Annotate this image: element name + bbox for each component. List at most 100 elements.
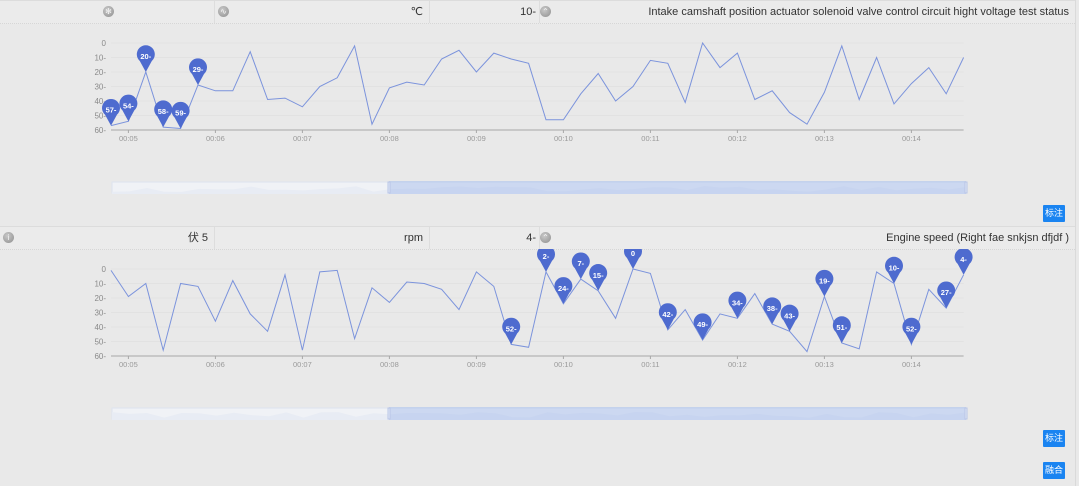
y-tick-label: 20-: [94, 68, 106, 77]
marker-label: 20-: [140, 52, 151, 61]
chevron-up-icon[interactable]: ⌃: [540, 232, 551, 243]
y-tick-label: 10-: [94, 280, 106, 289]
marker-label: 4-: [960, 255, 967, 264]
marker-pin[interactable]: 7-: [571, 252, 590, 280]
x-tick-label: 00:12: [728, 360, 747, 369]
marker-pin[interactable]: 15-: [589, 264, 608, 291]
x-tick-label: 00:09: [467, 134, 486, 143]
marker-pin[interactable]: 20-: [136, 45, 155, 72]
x-tick-label: 00:13: [815, 360, 834, 369]
zoom-slider-window[interactable]: [389, 407, 966, 420]
marker-label: 54-: [123, 101, 134, 110]
panel-2-col-unit: rpm: [215, 227, 430, 249]
marker-pin[interactable]: 51-: [832, 316, 851, 343]
marker-pin[interactable]: 19-: [815, 269, 834, 297]
x-tick-label: 00:06: [206, 134, 225, 143]
marker-pin[interactable]: 2-: [537, 245, 555, 272]
marker-label: 0: [631, 249, 635, 258]
panel-1-col-icon: ✻: [0, 1, 215, 23]
marker-label: 10-: [889, 264, 900, 273]
panel-1-header: ✻ ∿ ℃ 10- ⌃ Intake camshaft position act…: [0, 0, 1075, 24]
x-tick-label: 00:05: [119, 134, 138, 143]
marker-label: 2-: [543, 252, 550, 261]
merge-button[interactable]: 融合: [1043, 462, 1065, 479]
zoom-slider-window[interactable]: [389, 181, 966, 194]
zoom-slider-right-handle[interactable]: [964, 181, 968, 194]
x-tick-label: 00:14: [902, 360, 921, 369]
marker-label: 29-: [193, 65, 204, 74]
line-chart[interactable]: 0 10- 20- 30- 40- 50- 60- 00:05 00:06 00:07 00:08 0…: [0, 242, 1075, 424]
x-tick-label: 00:07: [293, 360, 312, 369]
panel-title: Engine speed (Right fae snkjsn dfjdf ): [886, 232, 1069, 244]
marker-pin[interactable]: 54-: [119, 94, 138, 122]
marker-pin[interactable]: 42-: [658, 303, 677, 330]
y-tick-label: 0: [102, 265, 107, 274]
marker-label: 51-: [836, 323, 847, 332]
x-tick-label: 00:08: [380, 360, 399, 369]
x-tick-label: 00:09: [467, 360, 486, 369]
panel-2-col-icon: i 伏 5: [0, 227, 215, 249]
marker-label: 24-: [558, 284, 569, 293]
y-tick-label: 10-: [94, 54, 106, 63]
marker-label: 52-: [906, 324, 917, 333]
panel-2-header: i 伏 5 rpm 4- ⌃ Engine speed (Right fae s…: [0, 226, 1075, 250]
y-tick-label: 30-: [94, 309, 106, 318]
right-border: [1075, 0, 1076, 486]
value-label: 10-: [520, 6, 536, 18]
marker-pin[interactable]: 29-: [189, 58, 207, 86]
snowflake-icon[interactable]: ✻: [103, 6, 114, 17]
marker-label: 52-: [506, 324, 517, 333]
marker-pin[interactable]: 52-: [502, 317, 521, 345]
value-label: 4-: [526, 232, 536, 244]
annotate-button[interactable]: 标注: [1043, 430, 1065, 447]
panel-title: Intake camshaft position actuator soleno…: [648, 6, 1069, 18]
gauge-icon[interactable]: ∿: [218, 6, 229, 17]
annotate-button[interactable]: 标注: [1043, 205, 1065, 222]
marker-label: 7-: [577, 259, 584, 268]
marker-pin[interactable]: 57-: [102, 98, 121, 126]
zoom-slider-left-handle[interactable]: [387, 407, 391, 420]
x-tick-label: 00:10: [554, 134, 573, 143]
marker-label: 43-: [784, 311, 795, 320]
marker-pin[interactable]: 43-: [780, 304, 799, 332]
marker-pin[interactable]: 10-: [885, 256, 903, 284]
marker-label: 34-: [732, 298, 743, 307]
marker-label: 27-: [941, 288, 952, 297]
panel-1-chart[interactable]: 0 10- 20- 30- 40- 50- 60- 00:05 00:06 00:07 00:08 0…: [0, 23, 1075, 198]
chevron-up-icon[interactable]: ⌃: [540, 6, 551, 17]
zoom-slider-left-handle[interactable]: [387, 181, 391, 194]
series-line: [110, 41, 965, 130]
marker-pin[interactable]: 24-: [554, 277, 573, 304]
info-icon[interactable]: i: [3, 232, 14, 243]
panel-2-chart[interactable]: 0 10- 20- 30- 40- 50- 60- 00:05 00:06 00:07 00:08 0…: [0, 242, 1075, 424]
y-tick-label: 40-: [94, 323, 106, 332]
marker-pin[interactable]: 27-: [937, 281, 956, 309]
y-tick-label: 60-: [94, 352, 106, 361]
y-tick-label: 0: [102, 39, 107, 48]
marker-pin[interactable]: 38-: [763, 297, 782, 325]
y-tick-label: 30-: [94, 83, 106, 92]
line-chart[interactable]: 0 10- 20- 30- 40- 50- 60- 00:05 00:06 00:07 00:08 0…: [0, 23, 1075, 198]
panel-2-col-title: ⌃ Engine speed (Right fae snkjsn dfjdf ): [540, 227, 1075, 249]
x-tick-label: 00:13: [815, 134, 834, 143]
x-tick-label: 00:11: [641, 134, 659, 143]
col1-label: 伏 5: [187, 232, 208, 244]
x-tick-label: 00:10: [554, 360, 573, 369]
marker-label: 38-: [767, 304, 778, 313]
zoom-slider-preview: [112, 412, 966, 420]
marker-pin[interactable]: 4-: [954, 248, 973, 275]
x-tick-label: 00:08: [380, 134, 399, 143]
marker-pin[interactable]: 52-: [902, 317, 921, 345]
marker-pin[interactable]: 59-: [171, 101, 190, 129]
marker-pin[interactable]: 49-: [693, 313, 712, 341]
marker-pin[interactable]: 58-: [154, 100, 173, 128]
marker-pin[interactable]: 34-: [728, 291, 747, 319]
y-tick-label: 60-: [94, 126, 106, 135]
zoom-slider-right-handle[interactable]: [964, 407, 968, 420]
panel-1-col-unit: ∿ ℃: [215, 1, 430, 23]
marker-label: 15-: [593, 271, 604, 280]
panel-1-col-value: 10-: [430, 1, 540, 23]
y-tick-label: 50-: [94, 338, 106, 347]
x-tick-label: 00:14: [902, 134, 921, 143]
marker-pin[interactable]: 0: [624, 242, 642, 269]
